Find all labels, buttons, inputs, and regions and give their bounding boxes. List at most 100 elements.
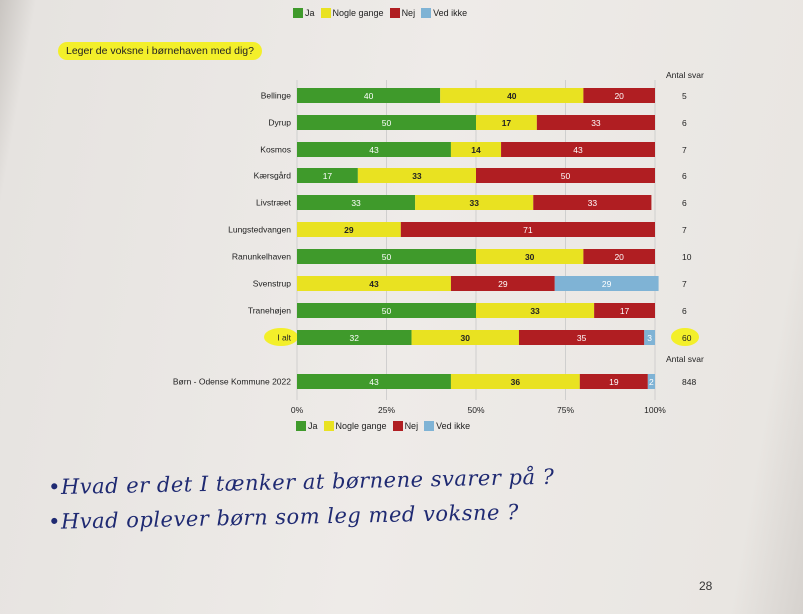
data-label: 36: [511, 377, 521, 387]
legend-item: Ved ikke: [424, 421, 470, 431]
x-tick-label: 25%: [378, 405, 395, 415]
data-label: 50: [382, 306, 392, 316]
antal-svar-header-odense: Antal svar: [666, 354, 704, 364]
bar-segment-nogle-gange: [297, 222, 401, 237]
bar-segment-ja: [297, 115, 476, 130]
legend-label: Ja: [305, 8, 315, 18]
data-label: 35: [577, 333, 587, 343]
data-label: 29: [602, 279, 612, 289]
bar-segment-nogle-gange: [476, 249, 584, 264]
bar-segment-ja: [297, 249, 476, 264]
data-label: 43: [369, 279, 379, 289]
chart-question-highlighted: Leger de voksne i børnehaven med dig?: [58, 42, 262, 60]
legend-item: Ved ikke: [421, 8, 467, 18]
bar-segment-nej: [579, 374, 648, 389]
bar-segment-nej: [450, 276, 555, 291]
bar-segment-ved-ikke: [554, 276, 659, 291]
data-label: 17: [620, 306, 630, 316]
legend-bottom: Ja Nogle gange Nej Ved ikke: [296, 421, 470, 431]
bar-segment-nogle-gange: [476, 115, 537, 130]
category-label: Ranunkelhaven: [232, 252, 291, 262]
bar-segment-ja: [297, 168, 358, 183]
bar-segment-nej: [400, 222, 655, 237]
data-label: 40: [364, 91, 374, 101]
data-label: 50: [561, 171, 571, 181]
stacked-bar-chart: 0% 25% 50% 75% 100% Bellinge 40 40 20 5 Dyrup 50 17 3…: [173, 80, 699, 415]
legend-item: Nogle gange: [323, 421, 387, 431]
bar-segment-ja: [297, 195, 416, 210]
x-tick-label: 75%: [557, 405, 574, 415]
legend-swatch: [296, 421, 306, 431]
data-label: 30: [461, 333, 471, 343]
bar-segment-nej: [583, 88, 655, 103]
bar-segment-nej: [501, 142, 655, 157]
bar-segment-ja: [297, 374, 451, 389]
antal-svar-value: 7: [682, 225, 687, 235]
legend-swatch: [424, 421, 435, 431]
legend-item: Nej: [389, 8, 416, 18]
page-number: 28: [699, 579, 713, 593]
data-label: 40: [507, 91, 517, 101]
bar-segment-nej: [536, 115, 655, 130]
bar-segment-nogle-gange: [411, 330, 519, 345]
bar-segment-nej: [476, 168, 655, 183]
bar-segment-ja: [297, 303, 476, 318]
bar-segment-nogle-gange: [476, 303, 595, 318]
category-label: Bellinge: [261, 91, 292, 101]
bar-segment-nej: [533, 195, 652, 210]
data-label: 14: [471, 145, 481, 155]
data-label: 33: [591, 118, 601, 128]
category-label: Livstræet: [256, 198, 292, 208]
data-label: 50: [382, 118, 392, 128]
bar-segment-nej: [518, 330, 645, 345]
legend-swatch: [293, 8, 303, 18]
bar-segment-ved-ikke: [647, 374, 655, 389]
data-label: 19: [609, 377, 619, 387]
bar-segment-ja: [297, 330, 412, 345]
antal-svar-value: 6: [682, 171, 687, 181]
legend-label: Nej: [401, 8, 416, 18]
data-label: 33: [412, 171, 422, 181]
bar-segment-nogle-gange: [357, 168, 476, 183]
antal-svar-value: 6: [682, 118, 687, 128]
antal-svar-value: 60: [682, 333, 692, 343]
antal-svar-value: 848: [682, 377, 696, 387]
legend-item: Ja: [296, 421, 318, 431]
legend-swatch: [421, 8, 432, 18]
bar-segment-nogle-gange: [297, 276, 451, 291]
bar-segment-nogle-gange: [450, 142, 502, 157]
legend-top: Ja Nogle gange Nej Ved ikke: [293, 8, 467, 18]
data-label: 50: [382, 252, 392, 262]
category-label: I alt: [277, 333, 291, 343]
antal-svar-value: 7: [682, 145, 687, 155]
category-label: Børn - Odense Kommune 2022: [173, 377, 291, 387]
legend-item: Ja: [293, 8, 315, 18]
data-label: 43: [369, 377, 379, 387]
data-label: 2: [649, 377, 654, 387]
antal-svar-header: Antal svar: [666, 70, 704, 80]
handwritten-note-1: •Hvad er det I tænker at børnene svarer …: [47, 464, 555, 500]
data-label: 33: [469, 198, 479, 208]
x-tick-label: 0%: [291, 405, 304, 415]
legend-swatch: [392, 421, 403, 431]
antal-svar-value: 5: [682, 91, 687, 101]
data-label: 33: [351, 198, 361, 208]
category-label: Lungstedvangen: [228, 225, 291, 235]
data-label: 17: [323, 171, 333, 181]
x-tick-label: 100%: [644, 405, 666, 415]
handwritten-note-2: •Hvad oplever børn som leg med voksne ?: [47, 500, 520, 534]
legend-item: Nej: [392, 421, 418, 431]
category-label: Dyrup: [268, 118, 291, 128]
legend-item: Nogle gange: [320, 8, 384, 18]
data-label: 33: [530, 306, 540, 316]
legend-label: Ved ikke: [433, 8, 468, 18]
data-label: 33: [588, 198, 598, 208]
data-label: 29: [498, 279, 508, 289]
category-label: Kosmos: [260, 145, 291, 155]
legend-label: Nogle gange: [335, 421, 387, 431]
antal-svar-value: 6: [682, 198, 687, 208]
data-label: 17: [502, 118, 512, 128]
antal-svar-value: 6: [682, 306, 687, 316]
bar-segment-nej: [583, 249, 655, 264]
